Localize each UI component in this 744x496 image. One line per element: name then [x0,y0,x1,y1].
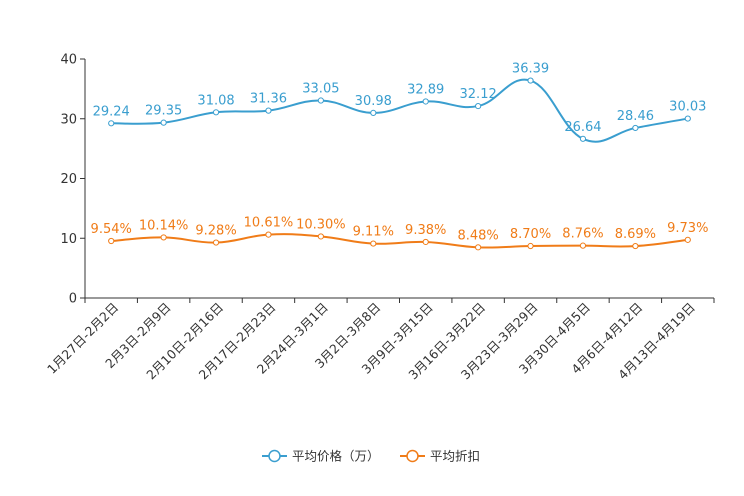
data-label: 31.08 [197,93,234,108]
data-label: 10.30% [296,217,346,232]
y-tick-label: 40 [60,53,77,68]
series-line [111,233,688,249]
legend-marker-icon [406,449,419,463]
data-label: 8.48% [457,228,498,243]
data-point[interactable] [527,77,534,84]
data-point[interactable] [265,231,272,238]
data-point[interactable] [265,107,272,114]
data-label: 8.69% [615,227,656,242]
data-point[interactable] [579,242,587,249]
data-point[interactable] [212,239,220,246]
data-label: 9.38% [405,223,446,238]
data-point[interactable] [160,234,167,241]
data-point[interactable] [579,135,587,142]
data-label: 30.98 [355,94,392,109]
legend-item-0[interactable]: 平均价格（万） [262,449,380,464]
data-label: 9.54% [91,222,132,237]
data-label: 28.46 [617,109,654,124]
data-point[interactable] [370,109,377,116]
series-layer: 29.24 29.35 31.08 31.36 33.05 30.98 32.89 32.12… [91,62,708,251]
y-axis: 0 10 20 30 40 [60,53,86,307]
legend-marker-icon [268,449,281,463]
series-1: 9.54% 10.14% 9.28% 10.61% 10.30% 9.11% 9.38% 8.… [91,216,708,251]
data-point[interactable] [632,242,639,250]
data-point[interactable] [475,102,482,110]
legend-label: 平均折扣 [430,449,480,464]
data-point[interactable] [684,115,691,122]
data-label: 10.14% [139,218,189,233]
data-label: 26.64 [564,120,601,135]
data-point[interactable] [475,244,482,251]
legend[interactable]: 平均价格（万） 平均折扣 [262,449,480,464]
data-point[interactable] [317,97,324,104]
data-label: 33.05 [302,82,339,97]
legend-item-1[interactable]: 平均折扣 [400,449,480,464]
data-label: 8.76% [562,227,603,242]
data-label: 36.39 [512,62,549,77]
data-label: 32.89 [407,82,444,97]
data-point[interactable] [108,237,115,245]
data-point[interactable] [684,236,691,243]
y-tick-label: 10 [60,232,77,247]
data-label: 8.70% [510,227,551,242]
data-point[interactable] [317,233,324,240]
data-point[interactable] [632,124,639,132]
data-label: 9.28% [195,224,236,239]
data-label: 30.03 [669,100,706,115]
data-point[interactable] [108,120,115,127]
data-point[interactable] [212,109,220,116]
legend-label: 平均价格（万） [292,449,380,464]
data-label: 29.35 [145,104,182,119]
x-axis: 1月27日-2月2日2月3日-2月9日2月10日-2月16日2月17日-2月23… [44,297,715,382]
data-point[interactable] [370,240,377,247]
y-tick-label: 30 [60,112,77,127]
data-point[interactable] [422,98,429,105]
data-point[interactable] [422,238,429,246]
series-0: 29.24 29.35 31.08 31.36 33.05 30.98 32.89 32.12… [93,62,706,143]
data-label: 9.73% [667,221,708,236]
data-label: 10.61% [244,216,294,231]
data-label: 31.36 [250,92,287,107]
data-label: 29.24 [93,104,130,119]
data-label: 32.12 [460,87,497,102]
data-point[interactable] [527,242,534,250]
data-label: 9.11% [353,225,394,240]
y-tick-label: 0 [69,292,77,307]
data-point[interactable] [160,119,167,126]
y-tick-label: 20 [60,172,77,187]
